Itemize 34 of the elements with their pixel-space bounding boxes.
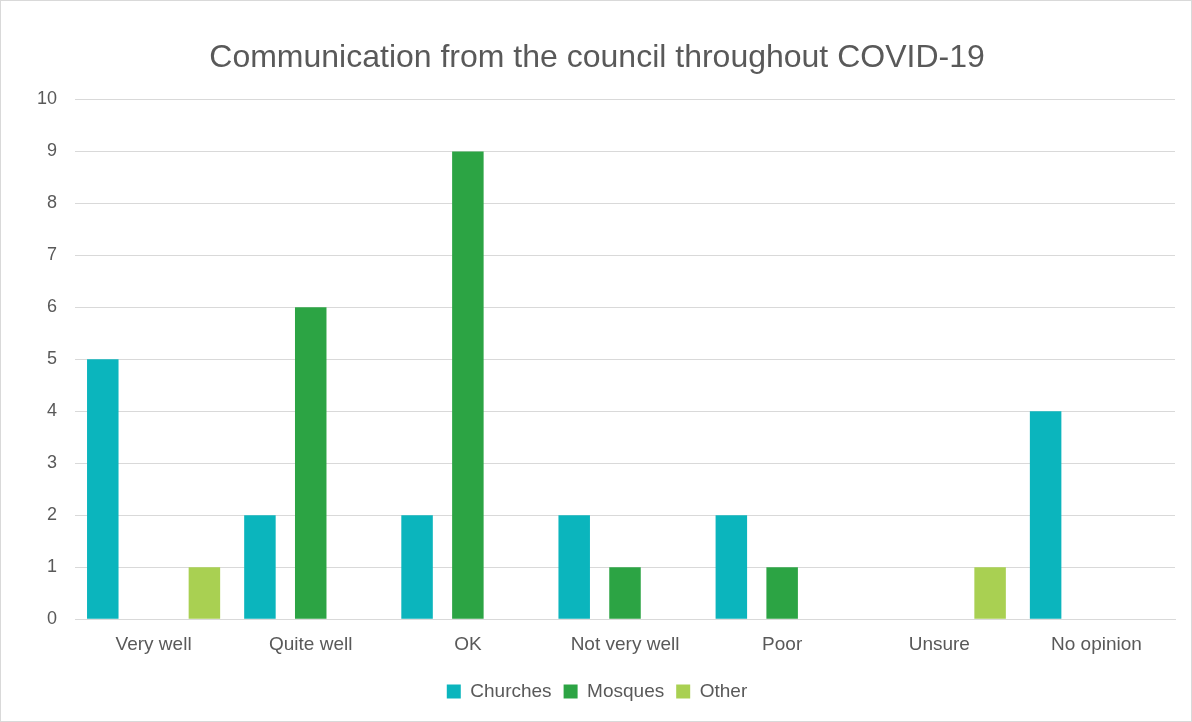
y-tick-label: 0 (47, 608, 58, 629)
bar (609, 567, 641, 619)
legend-label: Churches (470, 679, 552, 701)
chart-title: Communication from the council throughout COVID-19 (209, 38, 985, 75)
x-tick-label: Unsure (908, 632, 970, 654)
legend-label: Mosques (587, 679, 665, 701)
y-tick-label: 1 (47, 556, 58, 577)
y-tick-label: 2 (47, 504, 58, 525)
y-tick-label: 4 (47, 400, 58, 421)
bar (1029, 411, 1062, 619)
bar (715, 515, 748, 619)
x-tick-label: Not very well (570, 632, 680, 654)
legend-label: Other (699, 679, 748, 701)
y-tick-label: 9 (47, 140, 58, 161)
x-tick-label: No opinion (1051, 632, 1142, 654)
x-tick-label: OK (454, 632, 482, 654)
bar (974, 567, 1006, 619)
y-tick-label: 8 (47, 192, 58, 213)
y-tick-label: 10 (36, 88, 58, 109)
bar (188, 567, 221, 619)
bar (558, 515, 590, 619)
y-tick-label: 5 (47, 348, 58, 369)
bar (87, 359, 119, 619)
bar (766, 567, 798, 619)
bar (294, 307, 327, 619)
bar (452, 151, 484, 619)
bar (401, 515, 433, 619)
y-tick-label: 6 (47, 296, 58, 317)
x-tick-label: Poor (762, 632, 803, 654)
y-tick-label: 7 (47, 244, 58, 265)
bar (244, 515, 276, 619)
x-tick-label: Quite well (269, 632, 353, 654)
x-tick-label: Very well (115, 632, 192, 654)
y-tick-label: 3 (47, 452, 58, 473)
